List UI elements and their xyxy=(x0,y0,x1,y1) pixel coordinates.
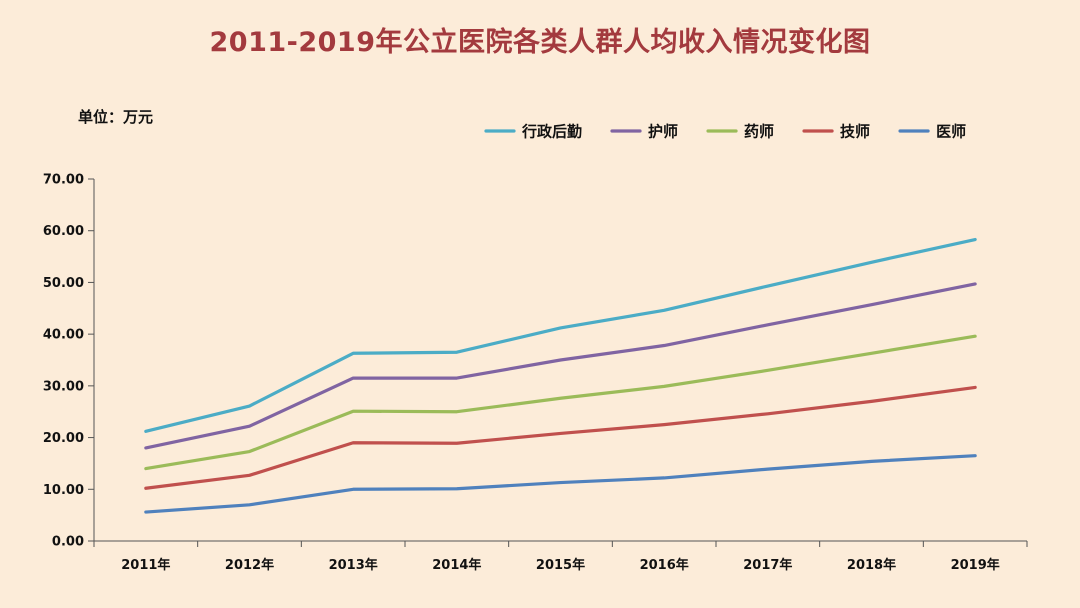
legend-label: 行政后勤 xyxy=(521,123,582,141)
y-tick-label: 70.00 xyxy=(43,173,84,188)
x-tick-label: 2017年 xyxy=(743,557,792,573)
x-tick-label: 2013年 xyxy=(329,557,378,573)
series-line-5 xyxy=(144,454,977,514)
y-tick-label: 50.00 xyxy=(43,276,84,291)
y-tick-label: 0.00 xyxy=(52,535,84,550)
y-tick-label: 60.00 xyxy=(43,224,84,239)
unit-label: 单位：万元 xyxy=(78,108,154,126)
y-tick-label: 10.00 xyxy=(43,483,84,498)
x-tick-label: 2019年 xyxy=(951,557,1000,573)
y-tick-label: 40.00 xyxy=(43,328,84,343)
x-tick-label: 2014年 xyxy=(432,557,481,573)
chart-title: 2011-2019年公立医院各类人群人均收入情况变化图 xyxy=(209,27,871,58)
x-tick-label: 2015年 xyxy=(536,557,585,573)
series-line-3 xyxy=(144,334,977,471)
y-tick-label: 30.00 xyxy=(43,379,84,394)
x-tick-label: 2011年 xyxy=(121,557,170,573)
series-line-2 xyxy=(144,282,977,450)
x-tick-label: 2018年 xyxy=(847,557,896,573)
series-line-1 xyxy=(144,237,977,433)
series-line-4 xyxy=(144,385,977,490)
y-tick-label: 20.00 xyxy=(43,431,84,446)
legend-label: 医师 xyxy=(936,123,966,141)
legend-label: 技师 xyxy=(840,123,870,141)
series-layer xyxy=(144,237,977,514)
legend-label: 护师 xyxy=(648,123,678,141)
chart-axes: 0.00 10.00 20.00 30.00 40.00 50.00 60.00 70.00 2… xyxy=(43,173,1028,573)
x-tick-label: 2016年 xyxy=(640,557,689,573)
legend-label: 药师 xyxy=(744,123,774,141)
x-tick-label: 2012年 xyxy=(225,557,274,573)
legend: 行政后勤 护师 药师 技师 医师 xyxy=(484,123,966,141)
